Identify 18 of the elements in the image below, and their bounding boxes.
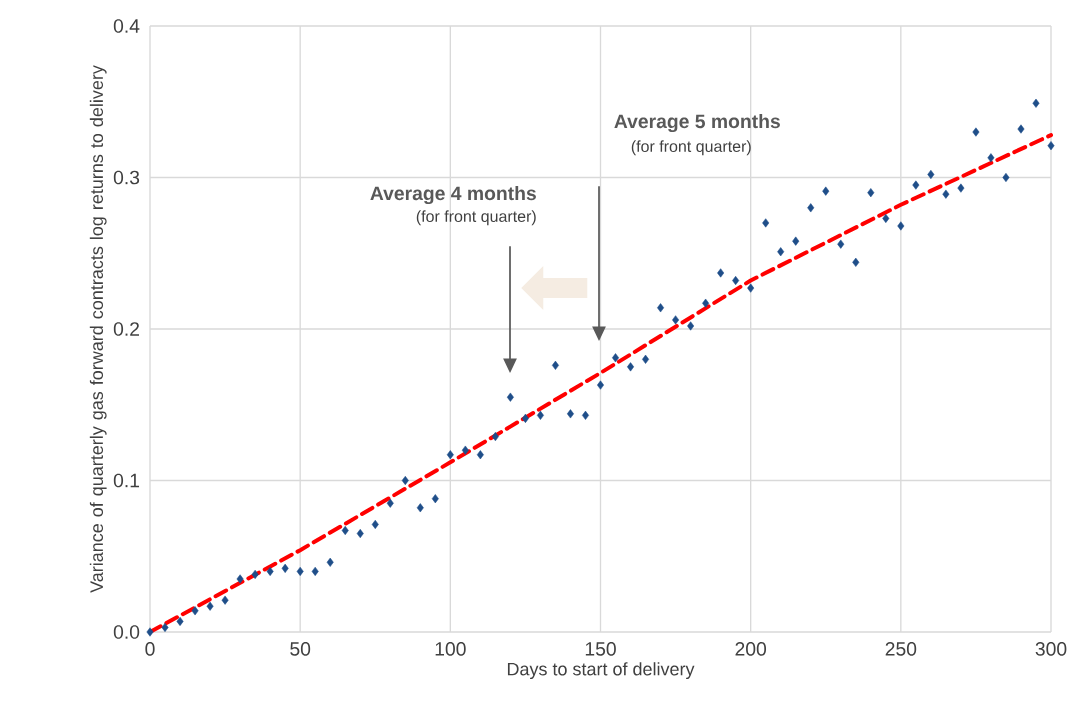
y-tick-label: 0.2: [113, 322, 139, 336]
y-tick-label: 0.0: [113, 625, 140, 639]
y-tick-label: 0.3: [113, 170, 140, 185]
annotation: (for front quarter): [416, 210, 536, 226]
x-tick-label: 300: [1035, 642, 1067, 656]
x-tick-label: 250: [885, 642, 917, 656]
annotation: Average 4 months: [370, 185, 536, 205]
x-axis-title: Days to start of delivery: [507, 662, 695, 680]
y-tick-label: 0.4: [113, 19, 140, 33]
annotation: (for front quarter): [631, 140, 751, 156]
annotation: Average 5 months: [614, 113, 780, 133]
y-tick-label: 0.1: [113, 473, 140, 488]
x-tick-label: 200: [735, 642, 767, 656]
x-tick-label: 50: [290, 642, 311, 656]
y-axis-title: Variance of quarterly gas forward contracts log returns to delivery: [89, 65, 107, 593]
x-tick-label: 150: [585, 642, 616, 656]
x-tick-label: 100: [435, 642, 466, 656]
x-tick-label: 0: [145, 642, 155, 656]
